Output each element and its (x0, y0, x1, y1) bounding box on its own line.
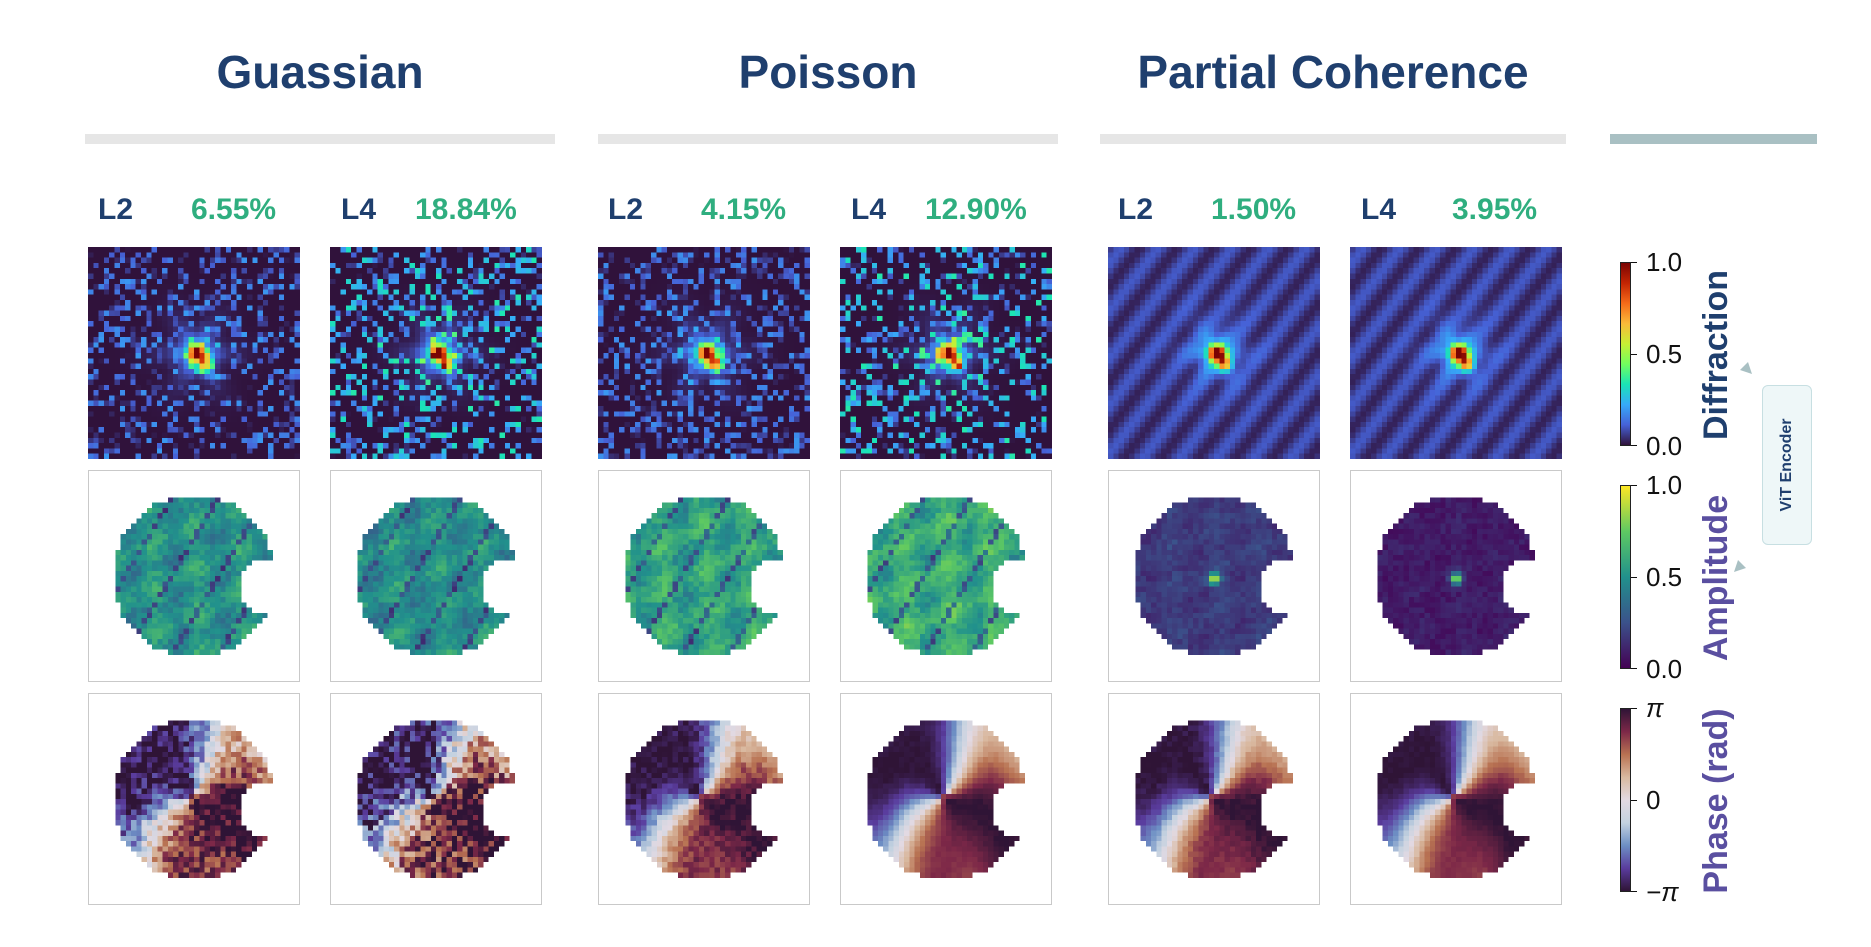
amplitude-label: Amplitude (1697, 494, 1735, 662)
error-percent: 6.55% (191, 193, 277, 226)
tick-mark (1631, 668, 1637, 669)
diffraction-pattern (1350, 247, 1562, 459)
diffraction-pattern (330, 247, 542, 459)
tick-mark (1631, 708, 1637, 709)
colorbar-tick: 0.5 (1646, 339, 1683, 369)
colorbar-tick: π (1646, 693, 1664, 723)
amplitude-reconstruction (840, 470, 1052, 682)
diffraction-pattern (88, 247, 300, 459)
phase-reconstruction (1108, 693, 1320, 905)
error-percent: 1.50% (1211, 193, 1297, 226)
error-percent: 4.15% (701, 193, 787, 226)
group-title-gaussian: Guassian (216, 46, 424, 98)
tick-mark (1631, 800, 1637, 801)
amplitude-reconstruction (598, 470, 810, 682)
phase-reconstruction (840, 693, 1052, 905)
level-label: L4 (1361, 193, 1397, 226)
amplitude-reconstruction (1108, 470, 1320, 682)
colorbar-tick: 1.0 (1646, 247, 1683, 277)
level-label: L4 (341, 193, 377, 226)
amplitude-reconstruction (1350, 470, 1562, 682)
phase-reconstruction (88, 693, 300, 905)
group-divider-gaussian (85, 134, 555, 144)
colorbar-tick: 1.0 (1646, 470, 1683, 500)
phase-colorbar (1620, 708, 1631, 892)
group-title-partial-coherence: Partial Coherence (1137, 46, 1529, 98)
colorbar-tick: 0.0 (1646, 654, 1683, 684)
diffraction-pattern (840, 247, 1052, 459)
phase-reconstruction (330, 693, 542, 905)
diffraction-pattern (598, 247, 810, 459)
phase-reconstruction (598, 693, 810, 905)
error-percent: 12.90% (925, 193, 1027, 226)
vit-encoder-box: ViT Encoder (1762, 385, 1812, 545)
tick-mark (1631, 262, 1637, 263)
level-label: L2 (608, 193, 644, 226)
phase-label: Phase (rad) (1697, 708, 1735, 894)
colorbar-tick: 0.0 (1646, 431, 1683, 461)
vit-encoder-label: ViT Encoder (1778, 418, 1795, 512)
amplitude-colorbar (1620, 485, 1631, 669)
tick-mark (1631, 445, 1637, 446)
group-divider-partial-coherence (1100, 134, 1566, 144)
amplitude-reconstruction (88, 470, 300, 682)
error-percent: 18.84% (415, 193, 517, 226)
group-title-poisson: Poisson (738, 46, 918, 98)
colorbar-section-divider (1610, 134, 1817, 144)
group-divider-poisson (598, 134, 1058, 144)
arrow-icon (1734, 554, 1754, 572)
tick-mark (1631, 577, 1637, 578)
level-label: L2 (98, 193, 134, 226)
arrow-icon (1732, 356, 1752, 374)
amplitude-reconstruction (330, 470, 542, 682)
tick-mark (1631, 485, 1637, 486)
tick-mark (1631, 354, 1637, 355)
level-label: L4 (851, 193, 887, 226)
error-percent: 3.95% (1452, 193, 1538, 226)
diffraction-colorbar (1620, 262, 1631, 446)
colorbar-tick: −π (1646, 877, 1679, 907)
phase-reconstruction (1350, 693, 1562, 905)
tick-mark (1631, 891, 1637, 892)
diffraction-pattern (1108, 247, 1320, 459)
colorbar-tick: 0.5 (1646, 562, 1683, 592)
colorbar-tick: 0 (1646, 785, 1661, 815)
level-label: L2 (1118, 193, 1154, 226)
